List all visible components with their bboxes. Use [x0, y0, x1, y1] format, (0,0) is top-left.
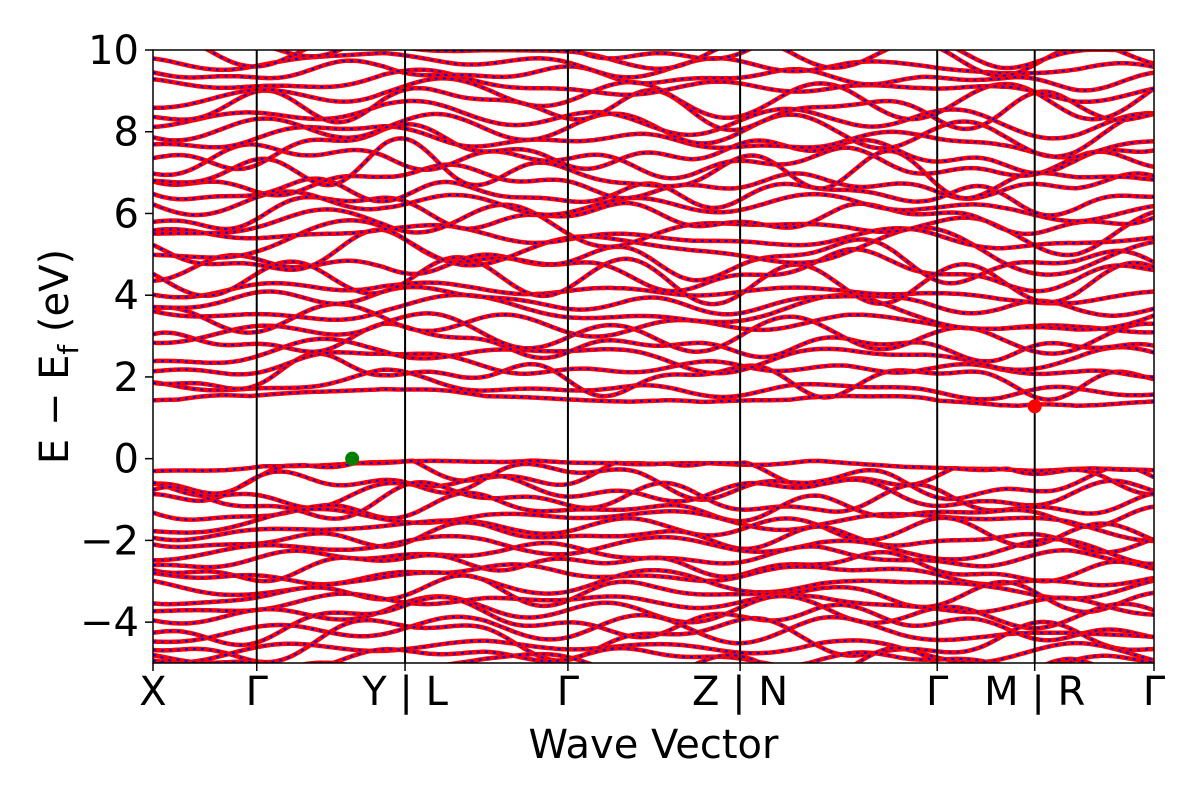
conduction-band-overlay: [153, 59, 1154, 92]
y-axis-title: E − Ef (eV): [32, 249, 85, 464]
y-tick-label: 10: [88, 28, 139, 74]
x-tick-label: X: [139, 669, 166, 715]
kpoint-dividers: [255, 50, 1036, 663]
y-tick-label: 6: [114, 191, 139, 237]
conduction-band-overlay: [153, 312, 1154, 355]
conduction-band-overlay: [153, 77, 1154, 121]
conduction-band-line: [153, 124, 1154, 160]
x-tick-label: Y | L: [361, 669, 448, 715]
bands-layer: [153, 50, 1154, 663]
conduction-band-line: [153, 194, 1154, 237]
conduction-band-line: [153, 142, 1154, 181]
x-tick-label: Z | N: [692, 669, 788, 715]
x-tick-label: M | R: [984, 669, 1085, 715]
valence-band-overlay: [153, 535, 1154, 566]
valence-band-overlay: [153, 508, 1154, 542]
valence-band-overlay: [153, 574, 1154, 613]
y-tick-label: 0: [114, 437, 139, 483]
plot-frame: [152, 49, 1155, 664]
conduction-band-overlay: [153, 68, 1154, 103]
conduction-band-overlay: [275, 50, 1131, 69]
conduction-band-overlay: [153, 87, 1154, 132]
y-axis-title-unit: (eV): [32, 249, 78, 345]
conduction-band-overlay: [153, 256, 1154, 306]
conduction-band-overlay: [153, 388, 1154, 407]
valence-band-maximum-marker: [345, 451, 360, 466]
y-axis-title-main: E − E: [32, 355, 78, 465]
y-axis-title-subscript: f: [52, 344, 85, 355]
valence-band-line: [153, 458, 1154, 497]
x-tick-label: Γ: [926, 669, 949, 715]
valence-band-overlay: [153, 617, 1154, 663]
x-tick-label: Γ: [1143, 669, 1166, 715]
conduction-band-overlay: [153, 351, 1154, 379]
conduction-band-overlay: [153, 100, 1154, 140]
y-tick-label: 4: [114, 273, 139, 319]
valence-band-overlay: [153, 516, 1154, 547]
x-tick-label: Γ: [246, 669, 269, 715]
conduction-band-overlay: [153, 352, 1154, 401]
valence-band-overlay: [153, 462, 1154, 502]
conduction-band-overlay: [153, 281, 1154, 305]
y-tick-label: −2: [80, 518, 139, 564]
conduction-band-overlay: [153, 293, 1154, 331]
conduction-band-overlay: [153, 285, 1154, 317]
conduction-band-overlay: [153, 322, 1154, 363]
x-axis-title: Wave Vector: [529, 722, 780, 768]
valence-band-overlay: [153, 592, 1154, 616]
conduction-band-overlay: [153, 163, 1154, 200]
x-tick-label: Γ: [557, 669, 580, 715]
conduction-band-line: [203, 50, 1154, 79]
conduction-band-overlay: [153, 203, 1154, 257]
conduction-band-overlay: [153, 196, 1154, 235]
y-tick-label: 2: [114, 355, 139, 401]
y-axis: −4 −2 0 2 4 6 8 10: [80, 28, 153, 646]
band-edge-markers: [345, 399, 1042, 466]
y-tick-label: −4: [80, 600, 139, 646]
conduction-band-overlay: [153, 177, 1154, 217]
conduction-band-overlay: [153, 143, 1154, 180]
conduction-band-overlay: [153, 248, 1154, 293]
conduction-band-overlay: [153, 190, 1154, 223]
conduction-band-overlay: [153, 219, 1154, 276]
valence-band-overlay: [153, 521, 1154, 554]
valence-band-overlay: [153, 614, 1154, 645]
conduction-band-overlay: [153, 228, 1154, 285]
x-axis: X Γ Y | L Γ Z | N Γ M | R Γ: [139, 663, 1166, 715]
conduction-band-line: [153, 367, 1154, 402]
valence-band-overlay: [153, 563, 1154, 587]
conduction-band-line: [153, 121, 1154, 176]
valence-band-overlay: [153, 639, 1154, 663]
conduction-band-line: [271, 50, 1138, 71]
conduction-band-minimum-marker: [1027, 399, 1042, 414]
y-tick-label: 8: [114, 110, 139, 156]
valence-band-line: [153, 615, 1154, 663]
valence-band-line: [153, 645, 1154, 663]
valence-band-overlay: [153, 474, 1154, 509]
conduction-band-overlay: [153, 368, 1154, 401]
